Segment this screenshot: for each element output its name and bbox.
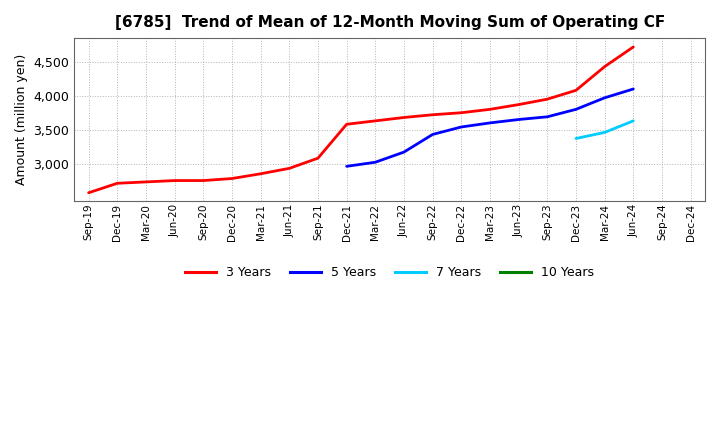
Title: [6785]  Trend of Mean of 12-Month Moving Sum of Operating CF: [6785] Trend of Mean of 12-Month Moving … <box>114 15 665 30</box>
Y-axis label: Amount (million yen): Amount (million yen) <box>15 54 28 185</box>
Legend: 3 Years, 5 Years, 7 Years, 10 Years: 3 Years, 5 Years, 7 Years, 10 Years <box>180 261 599 284</box>
